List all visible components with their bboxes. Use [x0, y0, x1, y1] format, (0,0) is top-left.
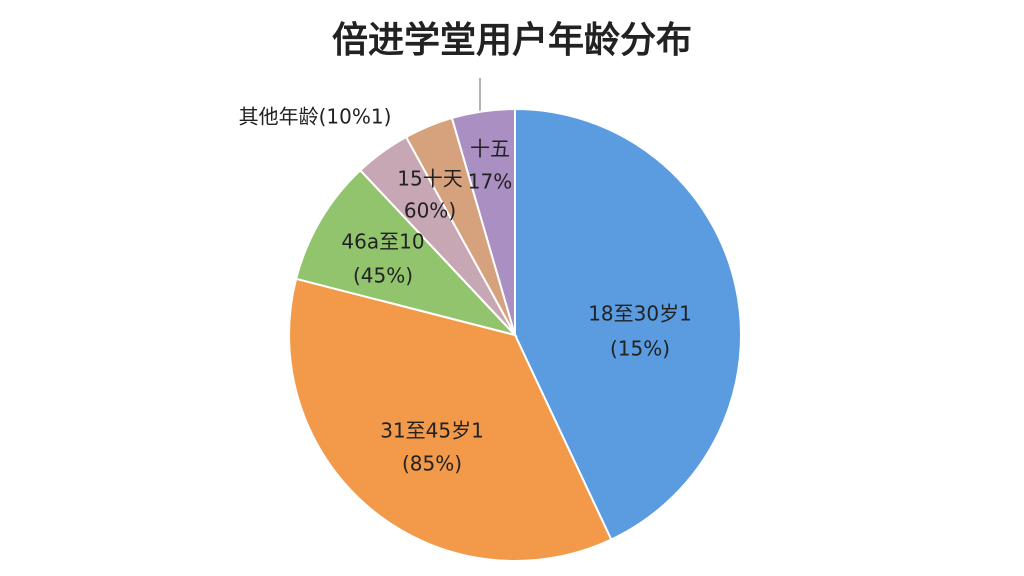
slice-label: 十五: [470, 137, 510, 161]
pie-slice: [450, 107, 516, 336]
slice-label: 31至45岁1: [380, 419, 484, 443]
slice-label: 18至30岁1: [588, 302, 692, 326]
slice-percent: (85%): [402, 452, 462, 476]
slice-percent: 60%): [404, 199, 456, 223]
pie-slice: [288, 277, 613, 562]
slice-label: 46a至10: [341, 230, 424, 254]
pie-slice: [294, 168, 519, 337]
slice-percent: 17%: [468, 170, 512, 194]
slice-label: 15十天: [397, 167, 462, 191]
chart-title: 倍进学堂用户年龄分布: [332, 19, 692, 61]
slice-percent: (15%): [610, 337, 670, 361]
slice-percent: (45%): [353, 264, 413, 288]
slice-label: 其他年龄(10%1): [239, 105, 392, 129]
pie-slice: [514, 107, 742, 541]
